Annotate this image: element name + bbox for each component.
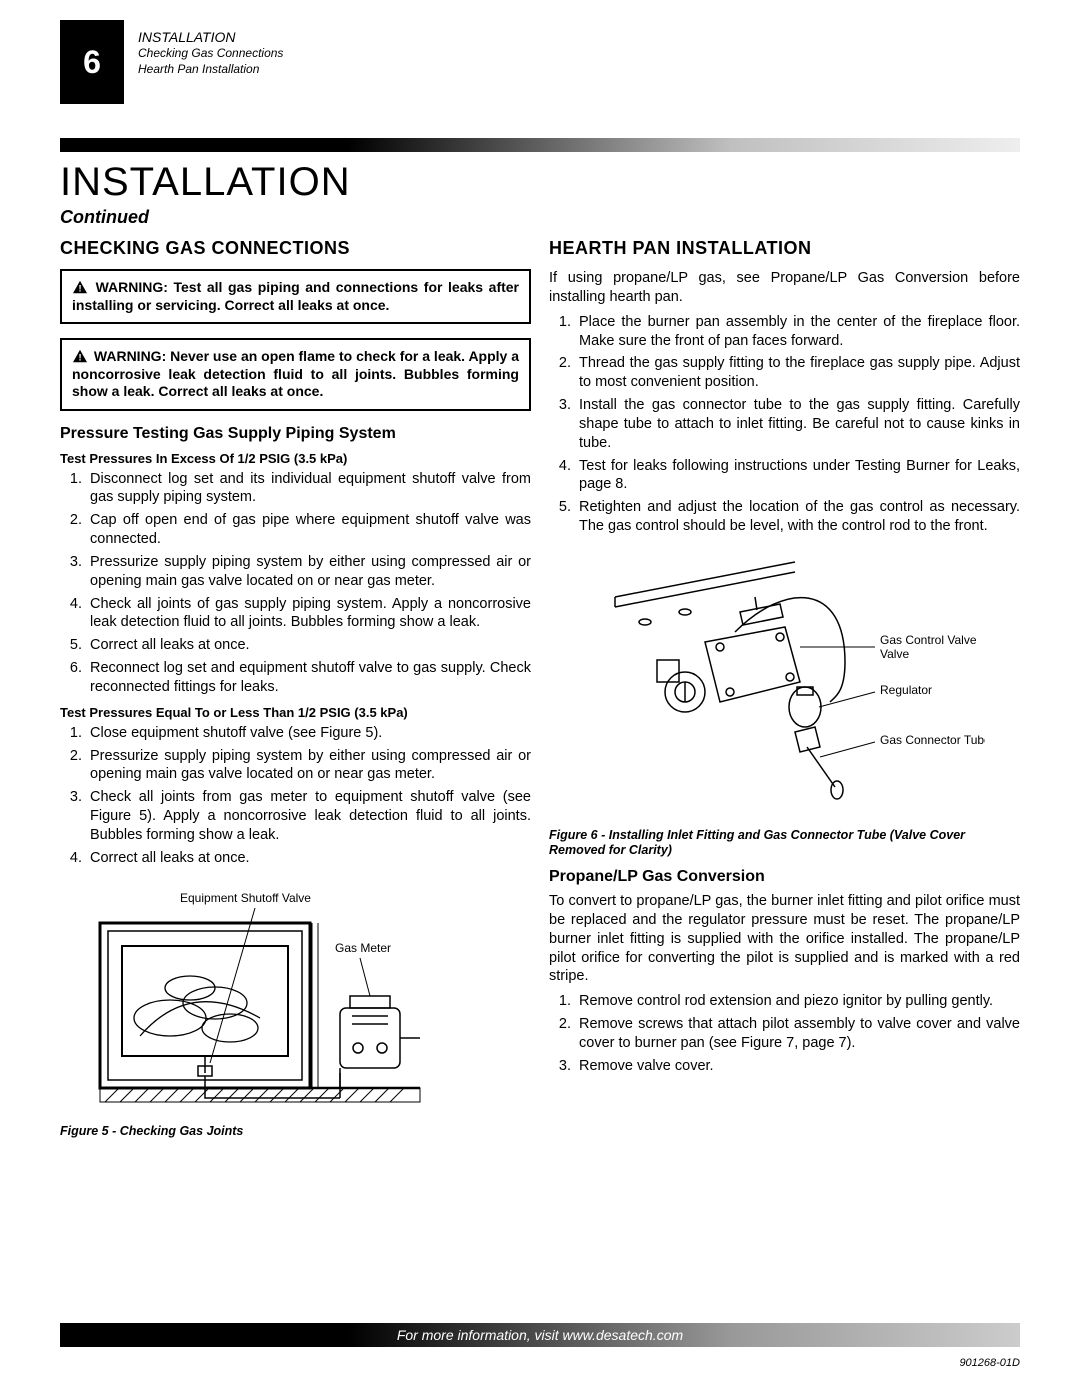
figure-5-caption: Figure 5 - Checking Gas Joints	[60, 1124, 531, 1139]
warning-box-1: ! WARNING: Test all gas piping and conne…	[60, 269, 531, 324]
document-id: 901268-01D	[959, 1357, 1020, 1369]
pressure-testing-heading: Pressure Testing Gas Supply Piping Syste…	[60, 425, 531, 443]
figure-6-svg: Gas Control Valve Valve Regulator Gas Co…	[585, 542, 985, 822]
fig6-tube-label: Gas Connector Tube	[880, 733, 985, 747]
warning-icon: !	[72, 279, 96, 295]
list-item: Check all joints from gas meter to equip…	[86, 788, 531, 845]
figure-6: Gas Control Valve Valve Regulator Gas Co…	[549, 542, 1020, 858]
warning-icon: !	[72, 348, 94, 364]
main-title: INSTALLATION	[60, 160, 1020, 205]
hearth-pan-heading: HEARTH PAN INSTALLATION	[549, 238, 1020, 259]
right-column: HEARTH PAN INSTALLATION If using propane…	[549, 238, 1020, 1139]
list-item: Correct all leaks at once.	[86, 849, 531, 868]
checking-gas-heading: CHECKING GAS CONNECTIONS	[60, 238, 531, 259]
header-sub1: Checking Gas Connections	[138, 46, 283, 62]
fig6-valve-label-1: Gas Control Valve	[880, 633, 977, 647]
footer-bar: For more information, visit www.desatech…	[60, 1323, 1020, 1347]
list-item: Remove valve cover.	[575, 1057, 1020, 1076]
fig6-regulator-label: Regulator	[880, 683, 932, 697]
list-item: Pressurize supply piping system by eithe…	[86, 553, 531, 591]
fig5-shutoff-label: Equipment Shutoff Valve	[180, 891, 311, 905]
list-item: Correct all leaks at once.	[86, 636, 531, 655]
svg-text:!: !	[78, 353, 81, 363]
less-pressure-list: Close equipment shutoff valve (see Figur…	[60, 724, 531, 868]
propane-conversion-list: Remove control rod extension and piezo i…	[549, 992, 1020, 1075]
figure-6-caption: Figure 6 - Installing Inlet Fitting and …	[549, 828, 1020, 858]
list-item: Check all joints of gas supply piping sy…	[86, 595, 531, 633]
warning-1-text: WARNING: Test all gas piping and connect…	[72, 279, 519, 313]
list-item: Remove screws that attach pilot assembly…	[575, 1015, 1020, 1053]
list-item: Retighten and adjust the location of the…	[575, 498, 1020, 536]
less-pressure-heading: Test Pressures Equal To or Less Than 1/2…	[60, 705, 531, 720]
excess-pressure-heading: Test Pressures In Excess Of 1/2 PSIG (3.…	[60, 451, 531, 466]
continued-label: Continued	[60, 207, 1020, 228]
list-item: Pressurize supply piping system by eithe…	[86, 747, 531, 785]
svg-text:!: !	[78, 284, 81, 294]
warning-box-2: ! WARNING: Never use an open flame to ch…	[60, 338, 531, 411]
list-item: Thread the gas supply fitting to the fir…	[575, 354, 1020, 392]
list-item: Install the gas connector tube to the ga…	[575, 396, 1020, 453]
list-item: Cap off open end of gas pipe where equip…	[86, 511, 531, 549]
excess-pressure-list: Disconnect log set and its individual eq…	[60, 470, 531, 697]
header-divider	[60, 138, 1020, 152]
hearth-pan-list: Place the burner pan assembly in the cen…	[549, 313, 1020, 536]
figure-5: Equipment Shutoff Valve Gas Meter	[60, 888, 531, 1139]
hearth-intro: If using propane/LP gas, see Propane/LP …	[549, 269, 1020, 307]
list-item: Disconnect log set and its individual eq…	[86, 470, 531, 508]
list-item: Place the burner pan assembly in the cen…	[575, 313, 1020, 351]
header-sub2: Hearth Pan Installation	[138, 62, 283, 78]
figure-5-svg: Equipment Shutoff Valve Gas Meter	[60, 888, 430, 1113]
warning-2-text: WARNING: Never use an open flame to chec…	[72, 348, 519, 399]
fig5-meter-label: Gas Meter	[335, 941, 391, 955]
list-item: Test for leaks following instructions un…	[575, 457, 1020, 495]
page-header: 6 INSTALLATION Checking Gas Connections …	[60, 20, 1020, 104]
header-title: INSTALLATION	[138, 28, 283, 46]
page-number: 6	[60, 20, 124, 104]
fig6-valve-label-2: Valve	[880, 647, 909, 661]
list-item: Close equipment shutoff valve (see Figur…	[86, 724, 531, 743]
list-item: Reconnect log set and equipment shutoff …	[86, 659, 531, 697]
header-meta: INSTALLATION Checking Gas Connections He…	[138, 20, 283, 77]
left-column: CHECKING GAS CONNECTIONS ! WARNING: Test…	[60, 238, 531, 1139]
propane-conversion-heading: Propane/LP Gas Conversion	[549, 868, 1020, 886]
list-item: Remove control rod extension and piezo i…	[575, 992, 1020, 1011]
propane-conversion-para: To convert to propane/LP gas, the burner…	[549, 892, 1020, 986]
